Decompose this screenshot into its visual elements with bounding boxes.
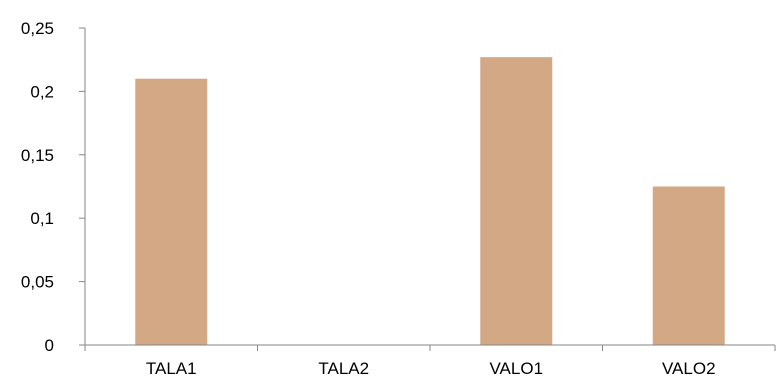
y-axis-ticks: 0 0,05 0,1 0,15 0,2 0,25 xyxy=(21,19,85,355)
y-tick-label: 0,25 xyxy=(21,19,54,38)
y-tick-label: 0,1 xyxy=(30,209,54,228)
y-tick-label: 0 xyxy=(45,336,54,355)
x-axis-labels: TALA1 TALA2 VALO1 VALO2 xyxy=(146,359,716,378)
bar-valo1 xyxy=(480,57,553,345)
y-tick-label: 0,05 xyxy=(21,273,54,292)
bar-tala1 xyxy=(135,78,208,345)
x-tick-label: TALA2 xyxy=(318,359,369,378)
bars xyxy=(135,57,725,345)
axes xyxy=(84,28,776,351)
x-tick-label: VALO1 xyxy=(489,359,543,378)
bar-valo2 xyxy=(652,186,725,345)
y-tick-label: 0,15 xyxy=(21,146,54,165)
x-tick-label: VALO2 xyxy=(662,359,716,378)
y-tick-label: 0,2 xyxy=(30,82,54,101)
x-tick-label: TALA1 xyxy=(146,359,197,378)
